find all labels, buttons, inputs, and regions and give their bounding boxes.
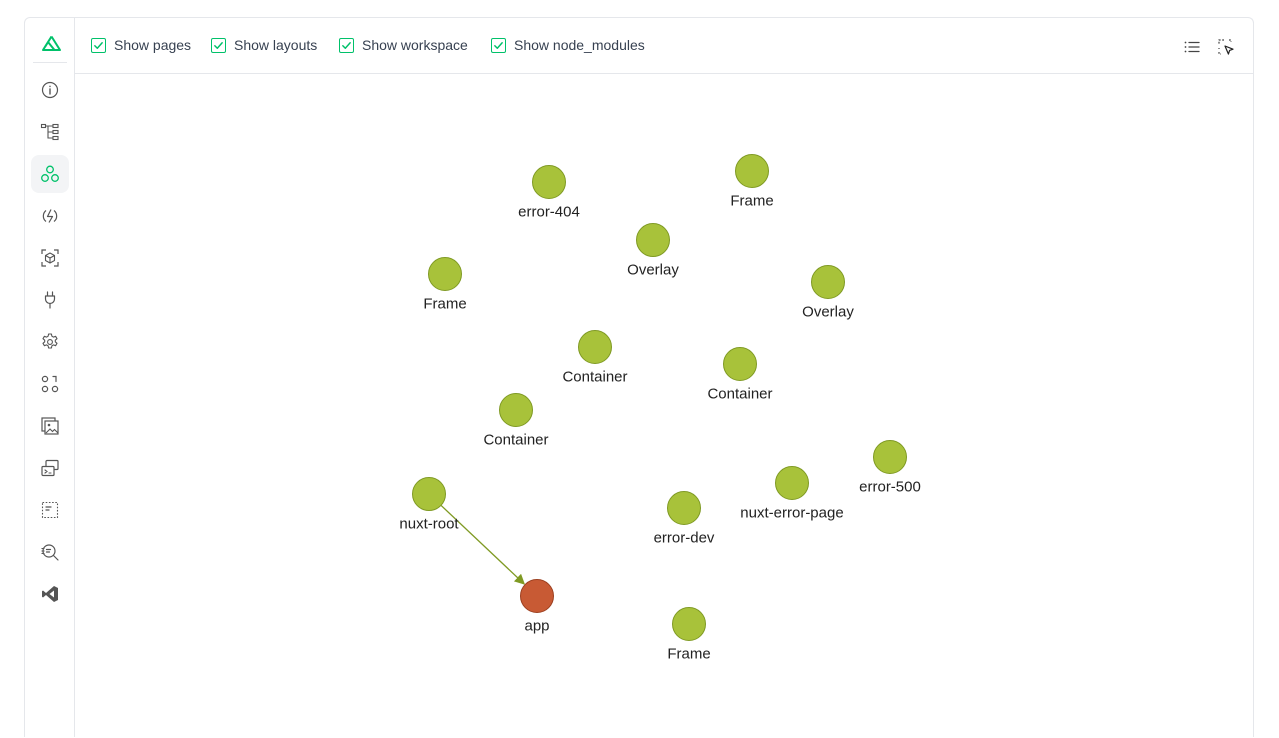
- graph-node-label: error-404: [518, 204, 580, 221]
- show-node-modules-toggle[interactable]: Show node_modules: [491, 37, 645, 53]
- graph-node-circle[interactable]: [578, 330, 612, 364]
- graph-node-label: app: [524, 618, 549, 635]
- checkbox-checked-icon[interactable]: [339, 37, 354, 53]
- graph-node-circle[interactable]: [412, 477, 446, 511]
- show-pages-label: Show pages: [114, 37, 192, 53]
- graph-node-circle[interactable]: [428, 257, 462, 291]
- graph-node-error-404[interactable]: error-404: [518, 165, 580, 221]
- grid-icon[interactable]: [31, 365, 69, 403]
- components-icon[interactable]: [31, 155, 69, 193]
- graph-node-circle[interactable]: [636, 223, 670, 257]
- show-pages-toggle[interactable]: Show pages: [91, 37, 191, 53]
- graph-node-container-1[interactable]: Container: [562, 330, 628, 386]
- graph-node-label: Container: [562, 369, 627, 386]
- graph-canvas[interactable]: error-404 Frame Overlay Frame Overlay Contain…: [75, 75, 1253, 738]
- show-layouts-label: Show layouts: [234, 37, 318, 53]
- graph-node-nuxt-root[interactable]: nuxt-root: [399, 477, 459, 533]
- graph-node-circle[interactable]: [672, 607, 706, 641]
- checkbox-checked-icon[interactable]: [491, 37, 506, 53]
- graph-node-circle[interactable]: [499, 393, 533, 427]
- graph-node-label: Container: [707, 386, 772, 403]
- component-graph[interactable]: error-404 Frame Overlay Frame Overlay Contain…: [75, 75, 1253, 737]
- tree-icon[interactable]: [31, 113, 69, 151]
- graph-node-circle[interactable]: [775, 466, 809, 500]
- vscode-icon[interactable]: [31, 575, 69, 613]
- show-workspace-toggle[interactable]: Show workspace: [339, 37, 468, 53]
- show-layouts-toggle[interactable]: Show layouts: [211, 37, 317, 53]
- checkbox-checked-icon[interactable]: [211, 37, 226, 53]
- inspect-button[interactable]: [1215, 36, 1237, 58]
- search-list-icon[interactable]: [31, 533, 69, 571]
- checkbox-checked-icon[interactable]: [91, 37, 106, 53]
- layout-icon[interactable]: [31, 491, 69, 529]
- graph-node-container-2[interactable]: Container: [707, 347, 773, 403]
- graph-node-error-dev[interactable]: error-dev: [654, 491, 715, 547]
- graph-node-circle[interactable]: [735, 154, 769, 188]
- graph-node-error-500[interactable]: error-500: [859, 440, 921, 496]
- graph-node-circle[interactable]: [723, 347, 757, 381]
- graph-node-overlay-1[interactable]: Overlay: [627, 223, 679, 279]
- graph-node-frame-1[interactable]: Frame: [730, 154, 774, 210]
- show-workspace-label: Show workspace: [362, 37, 468, 53]
- graph-edge-nuxt-root-to-app: [440, 504, 526, 585]
- graph-node-label: Frame: [730, 193, 773, 210]
- graph-node-circle[interactable]: [520, 579, 554, 613]
- list-icon: [1184, 41, 1200, 53]
- show-node-modules-label: Show node_modules: [514, 37, 645, 53]
- graph-node-app[interactable]: app: [520, 579, 554, 635]
- graph-node-label: Overlay: [627, 262, 679, 279]
- toolbar: Show pages Show layouts Show workspace S…: [75, 18, 1253, 74]
- list-view-button[interactable]: [1181, 36, 1203, 58]
- plug-icon[interactable]: [31, 281, 69, 319]
- graph-node-frame-3[interactable]: Frame: [667, 607, 711, 663]
- nuxt-logo-icon[interactable]: [37, 30, 63, 56]
- divider: [33, 62, 67, 63]
- graph-node-circle[interactable]: [811, 265, 845, 299]
- devtools-window: Show pages Show layouts Show workspace S…: [24, 17, 1254, 737]
- terminal-icon[interactable]: [31, 449, 69, 487]
- graph-node-label: nuxt-error-page: [740, 505, 843, 522]
- graph-node-circle[interactable]: [667, 491, 701, 525]
- graph-node-circle[interactable]: [873, 440, 907, 474]
- sidebar: [25, 18, 75, 737]
- cube-icon[interactable]: [31, 239, 69, 277]
- graph-node-nuxt-error-page[interactable]: nuxt-error-page: [740, 466, 844, 522]
- graph-node-label: Container: [483, 432, 548, 449]
- image-icon[interactable]: [31, 407, 69, 445]
- graph-node-frame-2[interactable]: Frame: [423, 257, 467, 313]
- graph-node-label: error-dev: [654, 530, 715, 547]
- graph-node-label: Frame: [423, 296, 466, 313]
- settings-icon[interactable]: [31, 323, 69, 361]
- graph-node-label: nuxt-root: [399, 516, 459, 533]
- graph-node-label: Overlay: [802, 304, 854, 321]
- graph-node-label: Frame: [667, 646, 710, 663]
- graph-node-overlay-2[interactable]: Overlay: [802, 265, 854, 321]
- graph-node-label: error-500: [859, 479, 921, 496]
- select-cursor-icon: [1218, 39, 1234, 55]
- info-icon[interactable]: [31, 71, 69, 109]
- graph-node-container-3[interactable]: Container: [483, 393, 549, 449]
- graph-node-circle[interactable]: [532, 165, 566, 199]
- hooks-icon[interactable]: [31, 197, 69, 235]
